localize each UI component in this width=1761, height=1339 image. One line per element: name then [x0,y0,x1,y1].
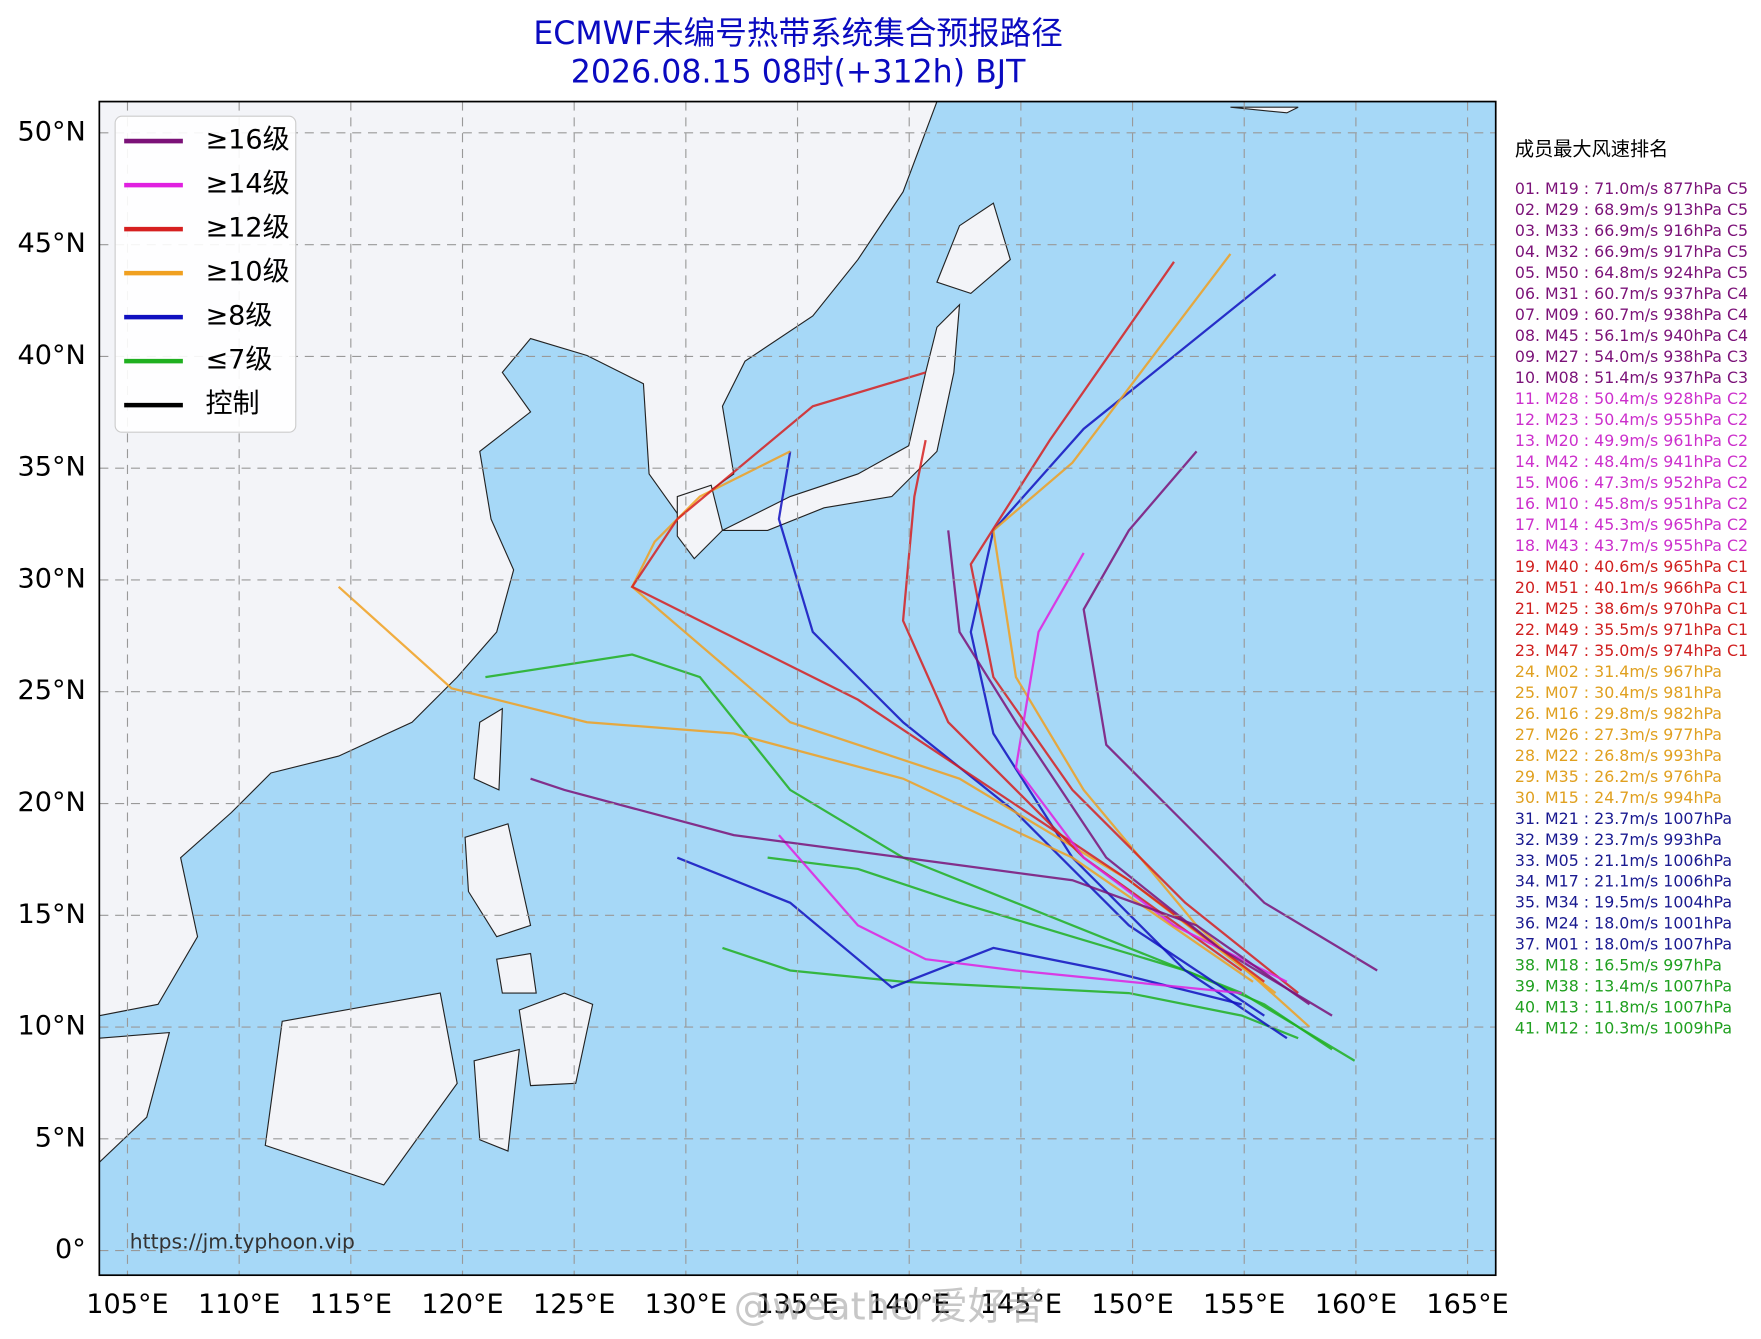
tracks [337,253,1378,1062]
lat-tick-label: 25°N [18,675,86,706]
lat-tick-label: 10°N [18,1011,86,1042]
ranking-item: 07. M09 : 60.7m/s 938hPa C4 [1515,305,1748,324]
ranking-item: 04. M32 : 66.9m/s 917hPa C5 [1515,242,1748,261]
ranking-item: 15. M06 : 47.3m/s 952hPa C2 [1515,473,1748,492]
ranking-item: 09. M27 : 54.0m/s 938hPa C3 [1515,347,1748,366]
ranking-item: 23. M47 : 35.0m/s 974hPa C1 [1515,641,1748,660]
ranking-item: 11. M28 : 50.4m/s 928hPa C2 [1515,389,1748,408]
ranking-item: 22. M49 : 35.5m/s 971hPa C1 [1515,620,1748,639]
lat-tick-label: 30°N [18,563,86,594]
lat-tick-label: 50°N [18,116,86,147]
legend-box [114,115,297,433]
ranking-item: 14. M42 : 48.4m/s 941hPa C2 [1515,452,1748,471]
ranking-item: 34. M17 : 21.1m/s 1006hPa [1515,872,1732,891]
ranking-item: 29. M35 : 26.2m/s 976hPa [1515,767,1722,786]
land [98,100,1299,1186]
ranking-item: 18. M43 : 43.7m/s 955hPa C2 [1515,536,1748,555]
ranking-item: 20. M51 : 40.1m/s 966hPa C1 [1515,578,1748,597]
ranking-item: 06. M31 : 60.7m/s 937hPa C4 [1515,284,1748,303]
ranking-item: 12. M23 : 50.4m/s 955hPa C2 [1515,410,1748,429]
plot-frame [98,100,1497,1277]
ranking-item: 26. M16 : 29.8m/s 982hPa [1515,704,1722,723]
lon-tick-label: 135°E [756,1289,838,1320]
ranking-item: 16. M10 : 45.8m/s 951hPa C2 [1515,494,1748,513]
lat-tick-label: 5°N [35,1122,86,1153]
legend-label: ≥16级 [205,125,289,156]
source-url: https://jm.typhoon.vip [130,1229,355,1253]
ranking-item: 31. M21 : 23.7m/s 1007hPa [1515,809,1732,828]
title-line1: ECMWF未编号热带系统集合预报路径 [533,16,1063,52]
ranking-item: 02. M29 : 68.9m/s 913hPa C5 [1515,200,1748,219]
watermark: @weather爱好者 [734,1285,1045,1330]
lat-tick-label: 40°N [18,340,86,371]
ranking-item: 13. M20 : 49.9m/s 961hPa C2 [1515,431,1748,450]
lon-tick-label: 115°E [310,1289,392,1320]
ranking-item: 27. M26 : 27.3m/s 977hPa [1515,725,1722,744]
lon-tick-label: 125°E [533,1289,615,1320]
lat-tick-label: 45°N [18,228,86,259]
ranking-list: 01. M19 : 71.0m/s 877hPa C5 02. M29 : 68.… [1515,179,1748,1038]
lon-tick-label: 120°E [421,1289,503,1320]
ranking-item: 19. M40 : 40.6m/s 965hPa C1 [1515,557,1748,576]
legend-label: ≥10级 [205,257,289,288]
lon-tick-label: 105°E [86,1289,168,1320]
ranking-item: 01. M19 : 71.0m/s 877hPa C5 [1515,179,1748,198]
ranking-item: 38. M18 : 16.5m/s 997hPa [1515,956,1722,975]
ranking-item: 24. M02 : 31.4m/s 967hPa [1515,662,1722,681]
lat-tick-label: 35°N [18,452,86,483]
legend-label: ≥14级 [205,169,289,200]
ranking-title: 成员最大风速排名 [1515,138,1668,161]
ranking-item: 25. M07 : 30.4m/s 981hPa [1515,683,1722,702]
lon-tick-label: 140°E [868,1289,950,1320]
ranking-item: 03. M33 : 66.9m/s 916hPa C5 [1515,221,1748,240]
ranking-item: 28. M22 : 26.8m/s 993hPa [1515,746,1722,765]
lon-tick-label: 160°E [1315,1289,1397,1320]
ranking-item: 39. M38 : 13.4m/s 1007hPa [1515,977,1732,996]
lon-tick-label: 145°E [980,1289,1062,1320]
lon-tick-label: 110°E [198,1289,280,1320]
ranking-item: 08. M45 : 56.1m/s 940hPa C4 [1515,326,1748,345]
lon-tick-label: 150°E [1091,1289,1173,1320]
legend-label: ≥12级 [205,213,289,244]
title-line2: 2026.08.15 08时(+312h) BJT [571,54,1026,90]
ranking-item: 21. M25 : 38.6m/s 970hPa C1 [1515,599,1748,618]
ranking-item: 33. M05 : 21.1m/s 1006hPa [1515,851,1732,870]
ranking-item: 05. M50 : 64.8m/s 924hPa C5 [1515,263,1748,282]
ranking-item: 40. M13 : 11.8m/s 1007hPa [1515,998,1732,1017]
lon-tick-label: 165°E [1426,1289,1508,1320]
gridlines: 50°N 45°N 40°N 35°N 30°N 25°N 20°N 15°N 10°N 5°N 0… [18,101,1509,1320]
legend-label: 控制 [205,389,259,420]
ranking-item: 30. M15 : 24.7m/s 994hPa [1515,788,1722,807]
lon-tick-label: 155°E [1203,1289,1285,1320]
ranking-item: 35. M34 : 19.5m/s 1004hPa [1515,893,1732,912]
legend-label: ≤7级 [205,345,272,376]
lon-tick-label: 130°E [645,1289,727,1320]
legend-label: ≥8级 [205,301,272,332]
ranking-item: 36. M24 : 18.0m/s 1001hPa [1515,914,1732,933]
ranking-item: 17. M14 : 45.3m/s 965hPa C2 [1515,515,1748,534]
lat-tick-label: 15°N [18,899,86,930]
ranking-item: 37. M01 : 18.0m/s 1007hPa [1515,935,1732,954]
ranking-item: 41. M12 : 10.3m/s 1009hPa [1515,1019,1732,1038]
lat-tick-label: 0° [55,1234,86,1265]
lat-tick-label: 20°N [18,787,86,818]
ranking-item: 10. M08 : 51.4m/s 937hPa C3 [1515,368,1748,387]
ranking-item: 32. M39 : 23.7m/s 993hPa [1515,830,1722,849]
